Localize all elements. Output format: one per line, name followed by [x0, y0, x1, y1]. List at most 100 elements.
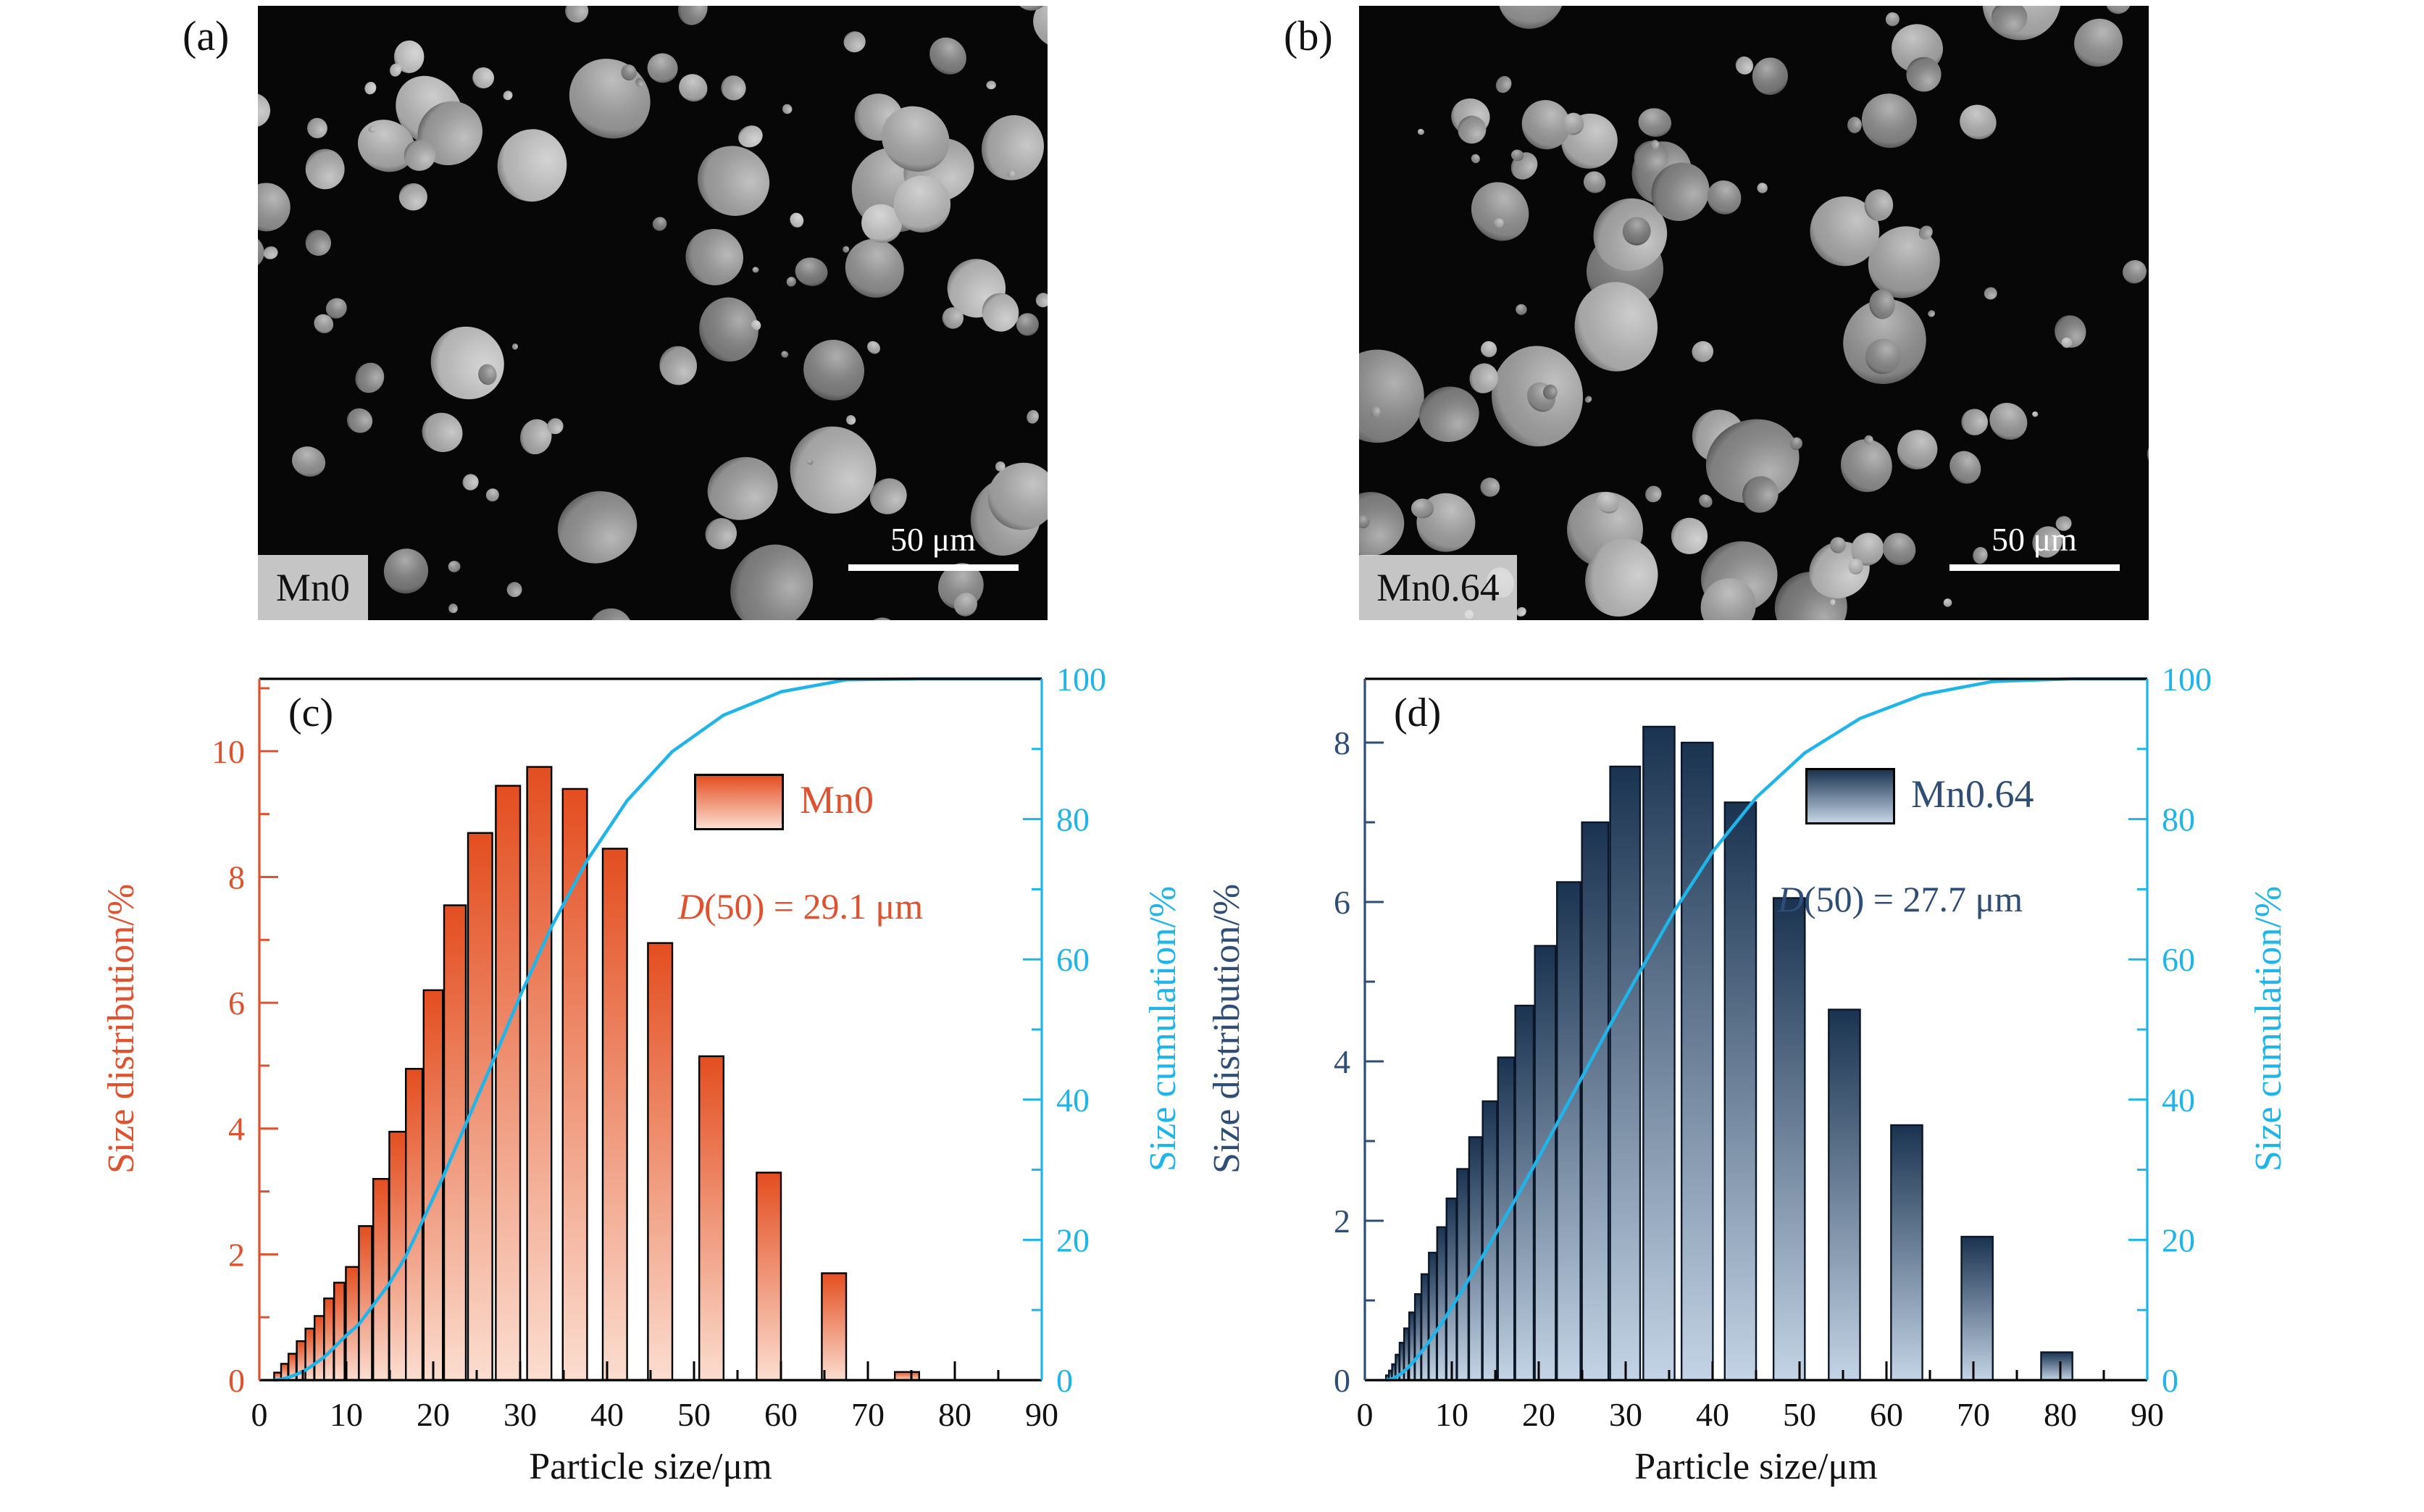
- svg-text:100: 100: [1056, 661, 1106, 698]
- svg-text:50: 50: [1783, 1396, 1816, 1433]
- distribution-bar: [1609, 765, 1642, 1382]
- svg-text:90: 90: [1025, 1396, 1058, 1433]
- svg-text:40: 40: [1056, 1082, 1090, 1119]
- axis-title-distribution-d: Size distribution/%: [1206, 883, 1247, 1174]
- svg-text:40: 40: [2162, 1082, 2195, 1119]
- panel-letter-c: (c): [288, 690, 334, 735]
- legend-swatch-mn0: [694, 774, 784, 830]
- panel-letter-a: (a): [183, 12, 230, 59]
- distribution-bar: [1408, 1311, 1416, 1382]
- distribution-bar: [647, 942, 674, 1382]
- distribution-bar: [1555, 881, 1581, 1382]
- scale-bar-a: [848, 564, 1019, 571]
- legend-swatch-mn064: [1805, 768, 1895, 824]
- distribution-bar: [1642, 725, 1676, 1382]
- svg-text:90: 90: [2131, 1396, 2164, 1433]
- svg-text:40: 40: [1696, 1396, 1729, 1433]
- svg-text:70: 70: [1957, 1396, 1990, 1433]
- distribution-bar: [1890, 1124, 1923, 1382]
- distribution-bar: [698, 1055, 725, 1382]
- distribution-bar: [345, 1266, 360, 1382]
- distribution-bar: [756, 1171, 782, 1382]
- svg-text:2: 2: [228, 1236, 245, 1273]
- d50-symbol-c: D: [677, 886, 704, 927]
- distribution-bar: [304, 1327, 315, 1382]
- distribution-bar: [323, 1297, 335, 1382]
- sample-label-a: Mn0: [275, 566, 350, 609]
- svg-text:0: 0: [1357, 1396, 1374, 1433]
- sample-label-b: Mn0.64: [1376, 566, 1500, 609]
- sample-label-box-a: Mn0: [258, 555, 368, 620]
- distribution-bar: [1445, 1197, 1458, 1382]
- axis-title-cumulation-c: Size cumulation/%: [1142, 885, 1184, 1172]
- distribution-bar: [1960, 1235, 1994, 1382]
- d50-value-c: (50) = 29.1 μm: [703, 886, 924, 927]
- svg-text:0: 0: [2162, 1362, 2178, 1399]
- svg-text:20: 20: [1056, 1221, 1090, 1258]
- d50-value-d: (50) = 27.7 μm: [1803, 879, 2023, 919]
- distribution-bar: [358, 1225, 373, 1382]
- d50-annotation-d: D(50) = 27.7 μm: [1730, 878, 2070, 920]
- svg-text:80: 80: [938, 1396, 971, 1433]
- distribution-bar: [333, 1282, 346, 1382]
- scale-bar-text-b: 50 μm: [1992, 521, 2077, 558]
- axis-title-distribution-c: Size distribution/%: [101, 883, 142, 1174]
- svg-text:30: 30: [1609, 1396, 1642, 1433]
- distribution-bar: [1413, 1292, 1422, 1382]
- axis-title-x-c: Particle size/μm: [529, 1446, 772, 1487]
- svg-text:10: 10: [212, 733, 245, 770]
- svg-text:20: 20: [1522, 1396, 1555, 1433]
- sample-label-box-b: Mn0.64: [1359, 555, 1517, 620]
- svg-text:8: 8: [228, 859, 245, 895]
- distribution-bar: [495, 785, 522, 1382]
- svg-text:60: 60: [764, 1396, 798, 1433]
- svg-text:20: 20: [417, 1396, 450, 1433]
- svg-text:0: 0: [228, 1362, 245, 1399]
- d50-annotation-c: D(50) = 29.1 μm: [630, 885, 971, 927]
- svg-text:4: 4: [1334, 1043, 1350, 1080]
- svg-text:6: 6: [228, 985, 245, 1022]
- distribution-bar: [893, 1371, 920, 1382]
- svg-text:20: 20: [2162, 1221, 2195, 1258]
- scale-bar-text-a: 50 μm: [890, 521, 976, 558]
- distribution-bar: [1828, 1008, 1861, 1382]
- svg-text:0: 0: [1334, 1362, 1350, 1399]
- cumulation-curve: [274, 677, 1042, 1382]
- distribution-bar: [2040, 1351, 2073, 1382]
- distribution-bar: [561, 788, 588, 1382]
- svg-text:50: 50: [677, 1396, 711, 1433]
- svg-text:40: 40: [590, 1396, 624, 1433]
- svg-text:10: 10: [330, 1396, 363, 1433]
- svg-text:100: 100: [2162, 661, 2212, 698]
- panel-letter-d: (d): [1394, 690, 1442, 735]
- distribution-bar: [1772, 897, 1806, 1382]
- distribution-bar: [1581, 821, 1610, 1382]
- legend-label-mn064: Mn0.64: [1911, 772, 2034, 816]
- svg-text:0: 0: [1056, 1362, 1073, 1399]
- svg-text:4: 4: [228, 1111, 245, 1148]
- svg-text:80: 80: [2162, 801, 2195, 838]
- distribution-bar: [821, 1272, 848, 1382]
- svg-text:60: 60: [1056, 941, 1090, 978]
- axis-title-x-d: Particle size/μm: [1634, 1446, 1878, 1487]
- svg-text:60: 60: [1870, 1396, 1903, 1433]
- sem-image-mn064: [1359, 6, 2149, 620]
- distribution-bar: [1428, 1251, 1438, 1382]
- svg-text:70: 70: [851, 1396, 885, 1433]
- axis-title-cumulation-d: Size cumulation/%: [2248, 885, 2289, 1172]
- scale-bar-b: [1949, 564, 2120, 571]
- svg-text:0: 0: [251, 1396, 268, 1433]
- distribution-bar: [372, 1177, 390, 1382]
- distribution-bar: [443, 904, 467, 1382]
- distribution-bar: [314, 1315, 325, 1382]
- d50-symbol-d: D: [1777, 879, 1804, 919]
- svg-text:8: 8: [1334, 724, 1350, 761]
- svg-text:60: 60: [2162, 941, 2195, 978]
- svg-text:30: 30: [503, 1396, 537, 1433]
- svg-text:80: 80: [2044, 1396, 2077, 1433]
- distribution-bar: [526, 766, 553, 1382]
- sem-image-mn0: [258, 6, 1048, 620]
- svg-text:10: 10: [1435, 1396, 1468, 1433]
